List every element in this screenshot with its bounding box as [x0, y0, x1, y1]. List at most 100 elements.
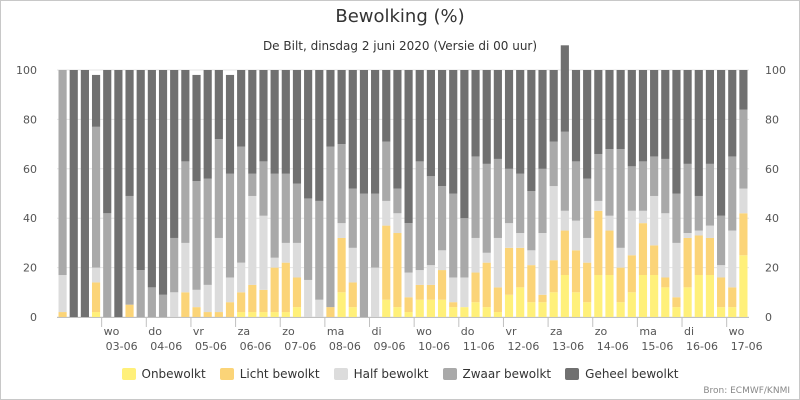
- bar-segment-licht-bewolkt[interactable]: [348, 282, 357, 308]
- bar-segment-onbewolkt[interactable]: [638, 275, 648, 317]
- bar-segment-licht-bewolkt[interactable]: [281, 262, 290, 313]
- bar-segment-onbewolkt[interactable]: [616, 302, 625, 317]
- bar-segment-licht-bewolkt[interactable]: [248, 284, 257, 313]
- bar-segment-licht-bewolkt[interactable]: [571, 250, 581, 293]
- bar-segment-onbewolkt[interactable]: [571, 292, 581, 317]
- bar-segment-half-bewolkt[interactable]: [214, 237, 223, 313]
- bar-segment-licht-bewolkt[interactable]: [415, 284, 424, 300]
- bar-segment-geheel-bewolkt[interactable]: [571, 70, 581, 162]
- bar-segment-half-bewolkt[interactable]: [449, 277, 458, 303]
- bar-segment-geheel-bewolkt[interactable]: [627, 70, 636, 167]
- bar-segment-licht-bewolkt[interactable]: [538, 294, 547, 303]
- bar-segment-geheel-bewolkt[interactable]: [214, 70, 223, 140]
- bar-segment-zwaar-bewolkt[interactable]: [560, 131, 569, 211]
- bar-segment-onbewolkt[interactable]: [393, 307, 402, 317]
- legend-item-licht-bewolkt[interactable]: Licht bewolkt: [219, 367, 320, 381]
- bar-segment-half-bewolkt[interactable]: [728, 230, 737, 288]
- bar-segment-zwaar-bewolkt[interactable]: [471, 156, 480, 238]
- bar-segment-geheel-bewolkt[interactable]: [549, 70, 558, 142]
- bar-segment-licht-bewolkt[interactable]: [728, 287, 737, 308]
- bar-segment-licht-bewolkt[interactable]: [594, 210, 603, 276]
- bar-segment-zwaar-bewolkt[interactable]: [482, 163, 491, 253]
- bar-segment-half-bewolkt[interactable]: [560, 210, 569, 231]
- bar-segment-licht-bewolkt[interactable]: [225, 302, 235, 317]
- bar-segment-licht-bewolkt[interactable]: [717, 277, 726, 308]
- bar-segment-zwaar-bewolkt[interactable]: [493, 158, 502, 238]
- bar-segment-geheel-bewolkt[interactable]: [583, 70, 592, 179]
- bar-segment-geheel-bewolkt[interactable]: [638, 70, 648, 162]
- bar-segment-half-bewolkt[interactable]: [594, 200, 603, 211]
- bar-segment-onbewolkt[interactable]: [91, 312, 101, 317]
- bar-segment-zwaar-bewolkt[interactable]: [549, 141, 558, 187]
- bar-segment-onbewolkt[interactable]: [292, 307, 302, 317]
- bar-segment-onbewolkt[interactable]: [728, 307, 737, 317]
- bar-segment-half-bewolkt[interactable]: [281, 242, 290, 263]
- bar-segment-zwaar-bewolkt[interactable]: [147, 287, 156, 317]
- bar-segment-geheel-bewolkt[interactable]: [705, 70, 715, 164]
- bar-segment-half-bewolkt[interactable]: [225, 277, 235, 303]
- bar-segment-zwaar-bewolkt[interactable]: [571, 161, 581, 221]
- bar-segment-onbewolkt[interactable]: [583, 302, 592, 317]
- bar-segment-onbewolkt[interactable]: [270, 312, 279, 317]
- bar-segment-geheel-bewolkt[interactable]: [728, 70, 737, 157]
- bar-segment-licht-bewolkt[interactable]: [739, 213, 748, 256]
- bar-segment-half-bewolkt[interactable]: [348, 247, 357, 283]
- bar-segment-half-bewolkt[interactable]: [717, 265, 726, 278]
- bar-segment-geheel-bewolkt[interactable]: [270, 70, 279, 174]
- bar-segment-half-bewolkt[interactable]: [382, 200, 391, 226]
- bar-segment-onbewolkt[interactable]: [560, 275, 569, 317]
- bar-segment-geheel-bewolkt[interactable]: [717, 70, 726, 216]
- bar-segment-geheel-bewolkt[interactable]: [348, 70, 357, 189]
- bar-segment-geheel-bewolkt[interactable]: [482, 70, 491, 164]
- bar-segment-geheel-bewolkt[interactable]: [437, 70, 447, 187]
- bar-segment-zwaar-bewolkt[interactable]: [627, 166, 636, 211]
- bar-segment-onbewolkt[interactable]: [259, 312, 268, 317]
- bar-segment-half-bewolkt[interactable]: [270, 257, 279, 268]
- bar-segment-licht-bewolkt[interactable]: [549, 260, 558, 293]
- bar-segment-zwaar-bewolkt[interactable]: [158, 294, 168, 317]
- bar-segment-half-bewolkt[interactable]: [661, 213, 670, 278]
- bar-segment-half-bewolkt[interactable]: [627, 210, 636, 256]
- bar-segment-licht-bewolkt[interactable]: [382, 225, 391, 300]
- bar-segment-zwaar-bewolkt[interactable]: [259, 161, 268, 216]
- bar-segment-half-bewolkt[interactable]: [393, 213, 402, 234]
- bar-segment-onbewolkt[interactable]: [538, 302, 547, 317]
- bar-segment-licht-bewolkt[interactable]: [694, 235, 703, 276]
- bar-segment-licht-bewolkt[interactable]: [125, 304, 134, 317]
- bar-segment-geheel-bewolkt[interactable]: [69, 70, 78, 317]
- bar-segment-licht-bewolkt[interactable]: [672, 297, 681, 308]
- bar-segment-half-bewolkt[interactable]: [91, 267, 101, 283]
- bar-segment-zwaar-bewolkt[interactable]: [315, 200, 324, 300]
- bar-segment-geheel-bewolkt[interactable]: [248, 70, 257, 174]
- bar-segment-licht-bewolkt[interactable]: [583, 262, 592, 303]
- bar-segment-onbewolkt[interactable]: [460, 307, 469, 317]
- bar-segment-geheel-bewolkt[interactable]: [382, 70, 391, 142]
- bar-segment-geheel-bewolkt[interactable]: [393, 70, 402, 189]
- bar-segment-geheel-bewolkt[interactable]: [136, 70, 145, 271]
- bar-segment-onbewolkt[interactable]: [739, 255, 748, 317]
- bar-segment-licht-bewolkt[interactable]: [650, 245, 659, 276]
- bar-segment-geheel-bewolkt[interactable]: [616, 70, 625, 150]
- bar-segment-geheel-bewolkt[interactable]: [203, 70, 212, 179]
- bar-segment-zwaar-bewolkt[interactable]: [705, 163, 715, 226]
- bar-segment-geheel-bewolkt[interactable]: [326, 70, 335, 147]
- bar-segment-half-bewolkt[interactable]: [437, 250, 447, 271]
- bar-segment-half-bewolkt[interactable]: [516, 233, 525, 248]
- bar-segment-half-bewolkt[interactable]: [203, 284, 212, 313]
- bar-segment-licht-bewolkt[interactable]: [437, 270, 447, 300]
- bar-segment-geheel-bewolkt[interactable]: [739, 70, 748, 110]
- bar-segment-onbewolkt[interactable]: [516, 287, 525, 317]
- bar-segment-geheel-bewolkt[interactable]: [359, 70, 369, 194]
- bar-segment-onbewolkt[interactable]: [449, 307, 458, 317]
- bar-segment-zwaar-bewolkt[interactable]: [583, 178, 592, 238]
- bar-segment-zwaar-bewolkt[interactable]: [292, 183, 302, 243]
- bar-segment-half-bewolkt[interactable]: [638, 210, 648, 224]
- bar-segment-geheel-bewolkt[interactable]: [404, 70, 413, 224]
- bar-segment-licht-bewolkt[interactable]: [91, 282, 101, 313]
- bar-segment-geheel-bewolkt[interactable]: [371, 70, 380, 194]
- bar-segment-half-bewolkt[interactable]: [58, 275, 67, 313]
- bar-segment-geheel-bewolkt[interactable]: [672, 70, 681, 194]
- bar-segment-geheel-bewolkt[interactable]: [504, 70, 514, 169]
- bar-segment-zwaar-bewolkt[interactable]: [393, 188, 402, 214]
- bar-segment-licht-bewolkt[interactable]: [516, 247, 525, 288]
